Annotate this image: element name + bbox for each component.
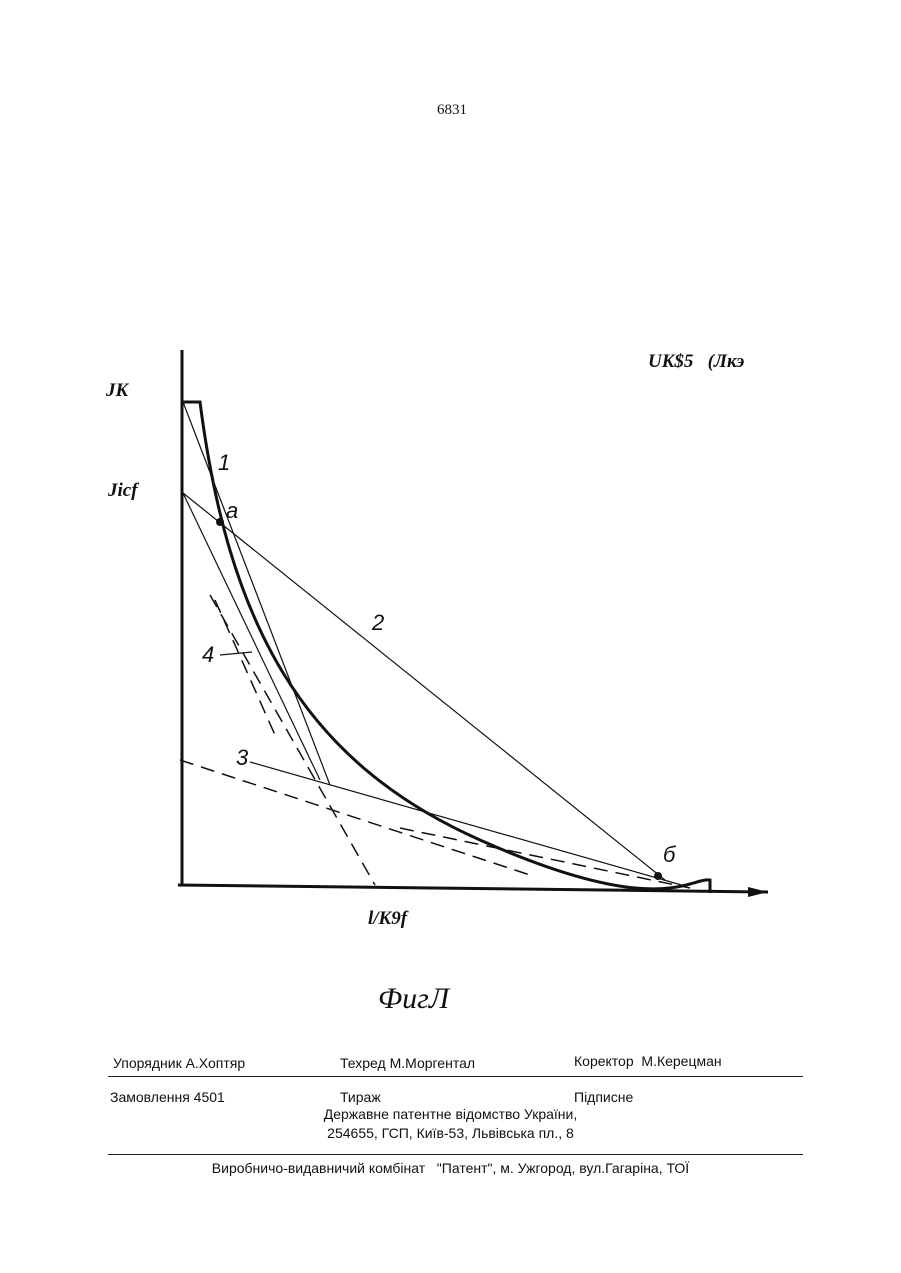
figure-caption: ФигЛ (378, 982, 449, 1016)
footer-text: Техред М.Моргентал (340, 1055, 475, 1071)
curve-label: 2 (372, 610, 384, 636)
curve-label: 3 (236, 745, 248, 771)
curve-label: б (663, 842, 675, 868)
footer-text: Тираж (340, 1089, 381, 1105)
footer-text: Державне патентне відомство України, (0, 1106, 901, 1122)
footer-text: 254655, ГСП, Київ-53, Львівська пл., 8 (0, 1125, 901, 1141)
figure-label: UK$5 (Лкэ (648, 351, 744, 373)
curve-label: 4 (202, 642, 214, 668)
rule (108, 1154, 803, 1155)
rule (108, 1076, 803, 1077)
footer-text: Коректор М.Керецман (574, 1053, 722, 1069)
figure-label: JK (106, 380, 128, 402)
figure-label: Jicf (108, 480, 138, 502)
footer-text: Підписне (574, 1089, 633, 1105)
figure-label: l/K9f (368, 908, 407, 930)
page: 6831 UK$5 (Лкэ JK Jicf l/K9f 1 a 2 4 3 б… (0, 0, 901, 1273)
footer-text: Виробничо-видавничий комбінат "Патент", … (0, 1160, 901, 1176)
curve-label: a (226, 498, 238, 524)
footer-text: Упорядник А.Хоптяр (113, 1055, 245, 1071)
curve-label: 1 (218, 450, 230, 476)
footer-text: Замовлення 4501 (110, 1089, 225, 1105)
